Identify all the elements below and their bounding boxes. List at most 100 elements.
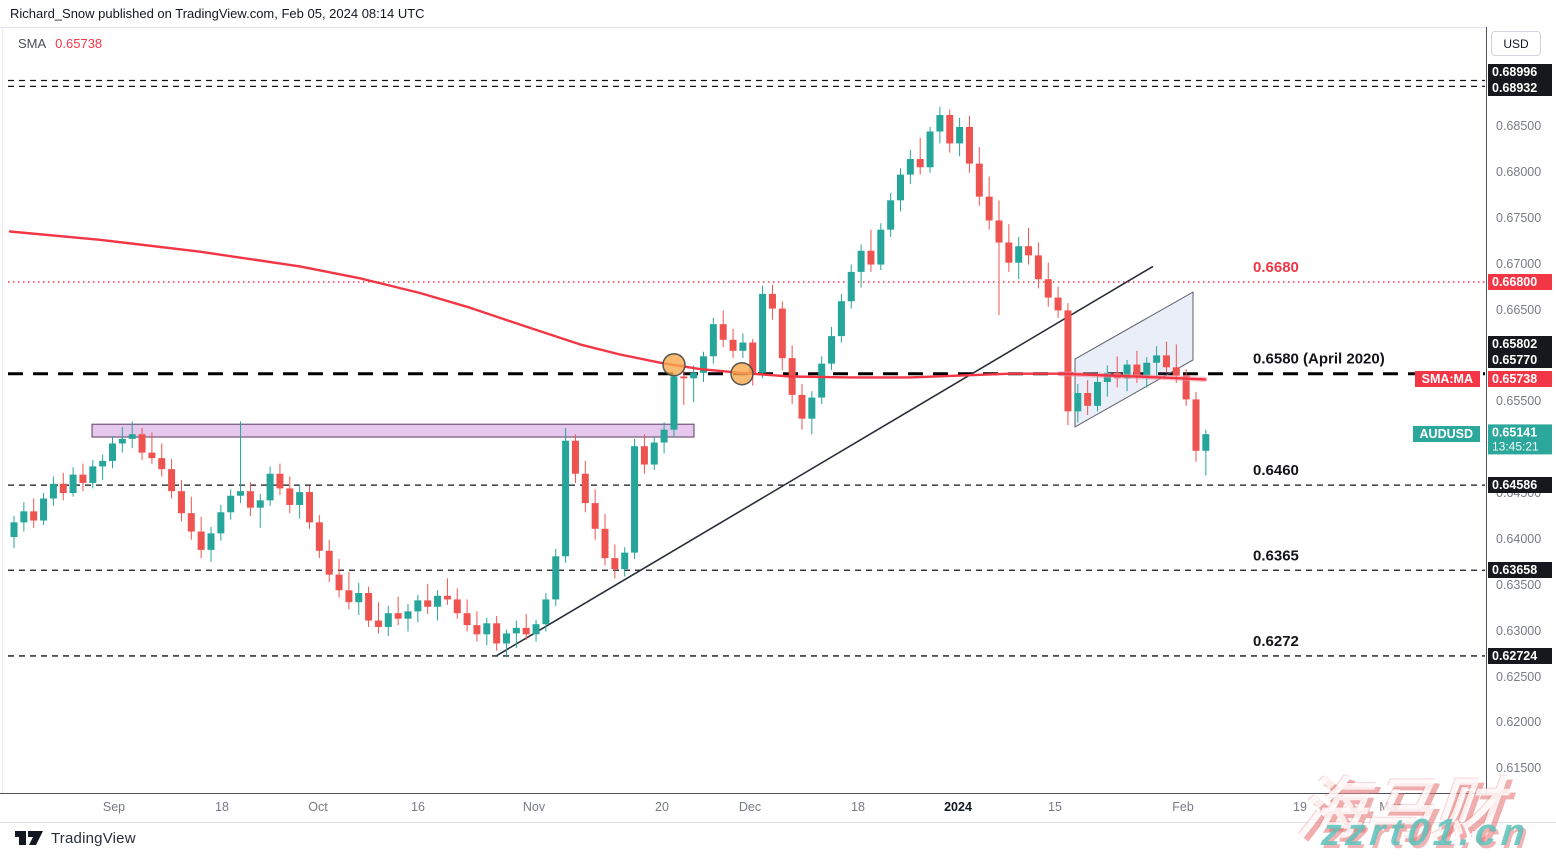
price-axis-tick: 0.61500 xyxy=(1496,761,1542,776)
candle-body xyxy=(975,163,983,197)
price-badge-0.65802: 0.65802 xyxy=(1488,335,1552,352)
candle-body xyxy=(256,500,264,508)
candle-body xyxy=(1133,364,1141,376)
candle-body xyxy=(374,620,382,627)
price-badge-0.68932: 0.68932 xyxy=(1488,80,1552,97)
price-badge-0.65770: 0.65770 xyxy=(1488,352,1552,369)
candle-body xyxy=(926,131,934,168)
candle-body xyxy=(1054,297,1062,311)
price-axis-tick: 0.68000 xyxy=(1496,164,1542,179)
candle-body xyxy=(1162,355,1170,368)
candle-body xyxy=(700,356,707,373)
candle-body xyxy=(246,491,254,508)
tradingview-brand-text: TradingView xyxy=(51,829,136,847)
candle-body xyxy=(109,443,116,461)
time-axis-tick-Sep: Sep xyxy=(102,800,126,814)
candle-body xyxy=(30,511,38,521)
time-axis-separator xyxy=(0,793,1487,794)
pane-left-border xyxy=(2,27,3,793)
candle-body xyxy=(1064,310,1072,412)
tradingview-attribution[interactable]: TradingView xyxy=(14,828,136,848)
candle-body xyxy=(778,308,786,359)
candle-body xyxy=(414,600,422,612)
price-badge-0.68996: 0.68996 xyxy=(1488,64,1552,81)
candle-body xyxy=(1084,392,1092,406)
candle-body xyxy=(69,474,77,493)
level-label: 0.6680 xyxy=(1253,259,1299,276)
candle-body xyxy=(512,627,520,634)
candle-body xyxy=(837,301,845,337)
candle-body xyxy=(1044,279,1052,298)
level-label: 0.6580 (April 2020) xyxy=(1253,351,1385,368)
candle-body xyxy=(237,491,245,496)
time-axis-tick-19: 19 xyxy=(1293,800,1307,814)
candle-body xyxy=(20,511,28,523)
candle-body xyxy=(1153,355,1161,363)
candle-body xyxy=(79,474,87,483)
candle-body xyxy=(867,250,875,265)
candle-body xyxy=(542,599,550,625)
candle-body xyxy=(621,552,629,570)
price-axis-tick: 0.67500 xyxy=(1496,210,1542,225)
candle-body xyxy=(729,339,737,351)
candle-body xyxy=(227,495,235,513)
candle-body xyxy=(522,627,530,635)
candle-body xyxy=(1025,246,1033,256)
candle-body xyxy=(483,623,491,635)
candle-body xyxy=(611,558,619,570)
candle-body xyxy=(709,324,717,357)
time-axis-tick-Nov: Nov xyxy=(522,800,546,814)
candle-body xyxy=(306,492,313,523)
candle-body xyxy=(365,593,373,621)
candle-body xyxy=(906,159,914,175)
candle-body xyxy=(49,483,57,499)
candle-body xyxy=(719,324,727,340)
candle-body xyxy=(1015,246,1023,263)
candle-body xyxy=(818,363,826,398)
candle-body xyxy=(897,174,904,201)
candle-body xyxy=(640,446,648,465)
currency-toggle-button[interactable]: USD xyxy=(1491,31,1541,56)
candle-body xyxy=(59,483,67,493)
time-axis-tick-15: 15 xyxy=(1048,800,1062,814)
candle-body xyxy=(739,342,747,351)
flag-channel xyxy=(1074,291,1194,428)
candle-body xyxy=(394,613,402,619)
candle-body xyxy=(631,446,639,553)
price-axis-separator xyxy=(1486,27,1487,793)
candle-body xyxy=(581,473,589,504)
candle-body xyxy=(89,466,97,483)
indicator-legend[interactable]: SMA 0.65738 xyxy=(18,36,102,51)
candle-body xyxy=(985,196,993,221)
candle-body xyxy=(857,250,865,272)
candle-body xyxy=(768,293,776,309)
candle-body xyxy=(670,376,678,430)
price-axis-tick: 0.67000 xyxy=(1496,256,1542,271)
time-axis-tick-Feb: Feb xyxy=(1172,800,1194,814)
candle-body xyxy=(473,625,481,635)
price-axis-tick: 0.62500 xyxy=(1496,669,1542,684)
price-badge-0.65141: 0.65141 13:45:21 xyxy=(1488,424,1552,455)
price-axis-tick: 0.63000 xyxy=(1496,623,1542,638)
candle-body xyxy=(562,440,570,557)
price-badge-0.64586: 0.64586 xyxy=(1488,477,1552,494)
candle-body xyxy=(798,394,806,419)
candle-body xyxy=(207,533,215,550)
candle-body xyxy=(345,590,353,603)
candle-body xyxy=(1094,381,1101,406)
candle-body xyxy=(1192,399,1200,451)
audusd-tag: AUDUSD xyxy=(1412,426,1480,443)
price-axis-tick: 0.62000 xyxy=(1496,715,1542,730)
candle-body xyxy=(187,513,195,532)
candle-body xyxy=(217,512,225,534)
indicator-name: SMA xyxy=(18,36,47,51)
publication-attribution: Richard_Snow published on TradingView.co… xyxy=(10,6,425,21)
time-axis-tick-Mar: Mar xyxy=(1379,800,1401,814)
time-axis-tick-Oct: Oct xyxy=(308,800,328,814)
candle-body xyxy=(828,336,836,364)
candle-body xyxy=(148,452,156,459)
candle-body xyxy=(660,429,668,443)
candle-body xyxy=(404,611,412,619)
